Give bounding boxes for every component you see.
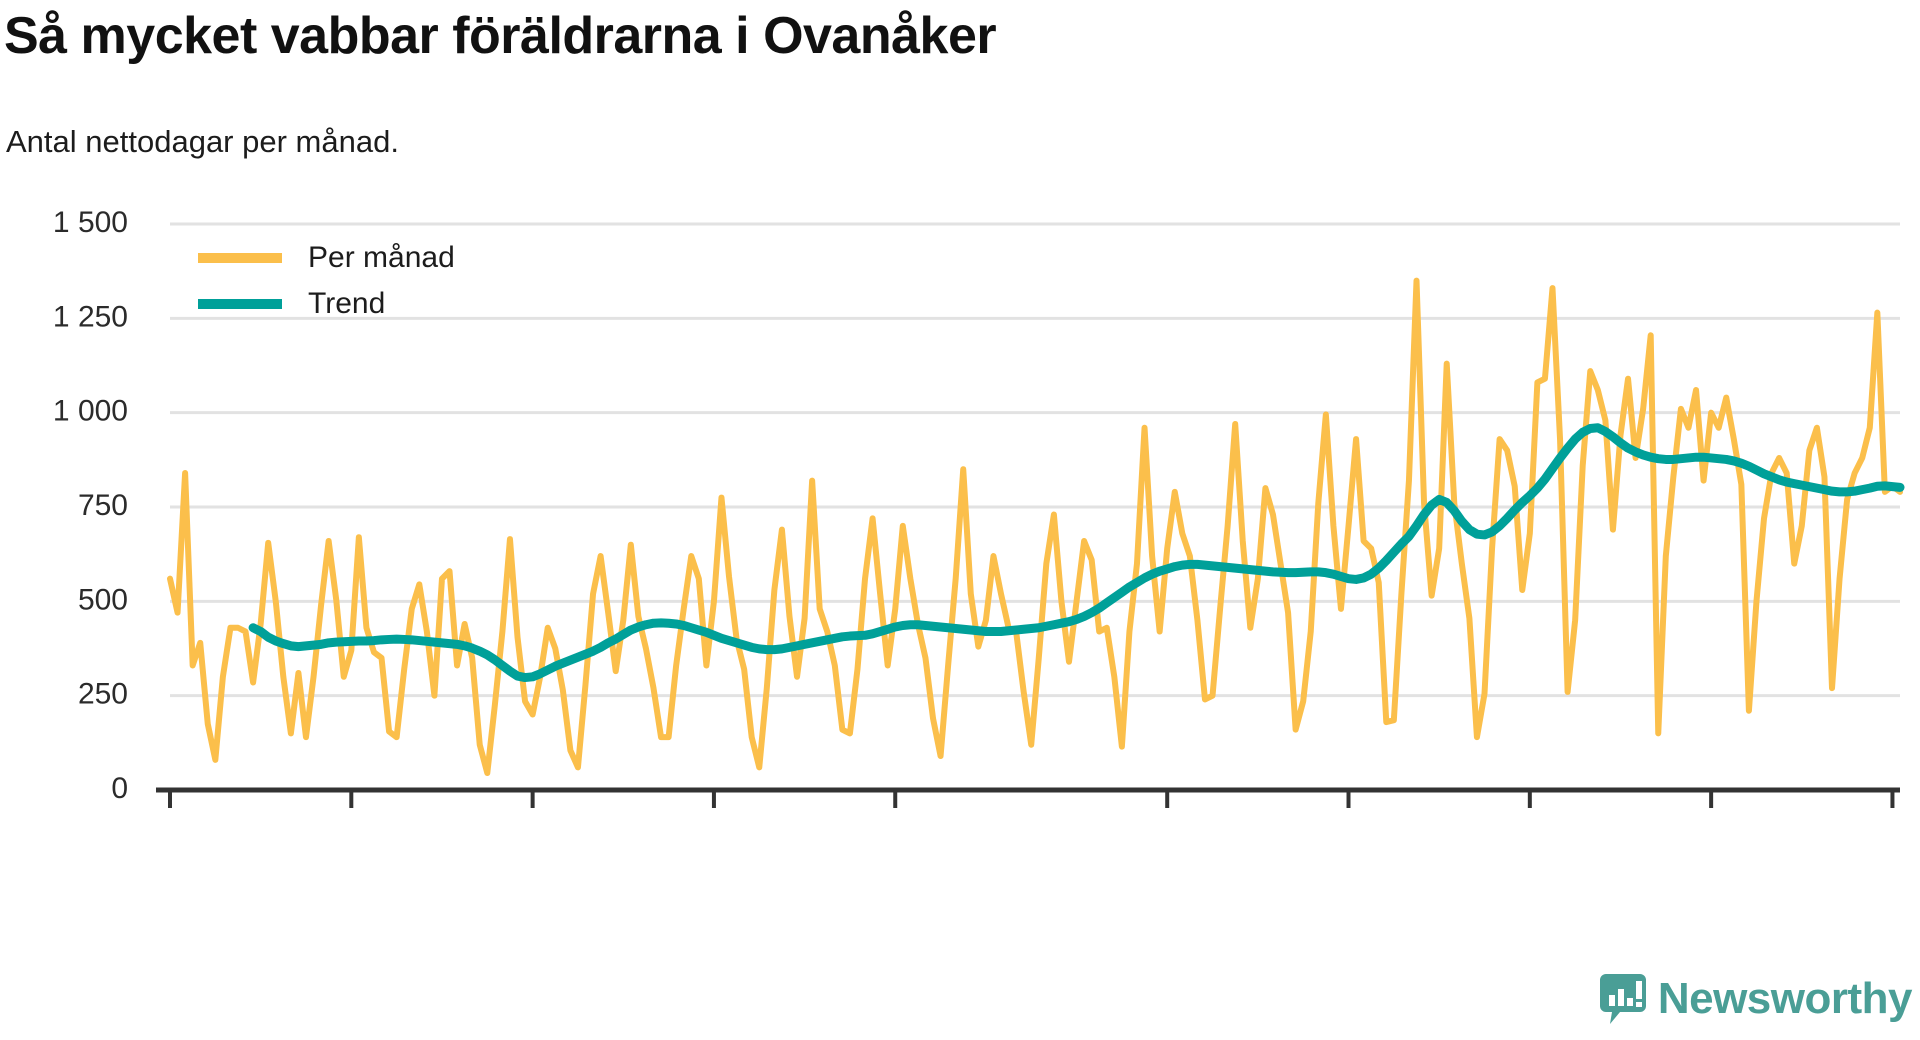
series-lines — [167, 277, 1905, 777]
y-tick-label: 500 — [78, 583, 128, 616]
legend-label-trend[interactable]: Trend — [308, 287, 385, 320]
y-tick-label: 1 250 — [53, 300, 128, 333]
series-trend — [248, 423, 1905, 683]
newsworthy-bubble-chart-icon — [1599, 974, 1646, 1024]
chart-subtitle: Antal nettodagar per månad. — [6, 124, 399, 159]
x-axis-line — [156, 787, 1900, 808]
newsworthy-logo: Newsworthy — [1599, 974, 1913, 1024]
y-tick-label: 0 — [111, 772, 128, 805]
legend-label-per-manad[interactable]: Per månad — [308, 241, 455, 274]
y-tick-label: 750 — [78, 489, 128, 522]
y-tick-label: 1 500 — [53, 206, 128, 239]
gridlines — [170, 222, 1900, 698]
y-axis-tick-labels: 0 250 500 750 1 000 1 250 1 500 — [53, 206, 128, 805]
y-tick-label: 1 000 — [53, 395, 128, 428]
series-per-manad — [167, 277, 1903, 777]
chart-legend: Per månad Trend — [198, 241, 455, 320]
newsworthy-wordmark: Newsworthy — [1657, 974, 1913, 1023]
y-tick-label: 250 — [78, 678, 128, 711]
page-title: Så mycket vabbar föräldrarna i Ovanåker — [4, 7, 997, 65]
